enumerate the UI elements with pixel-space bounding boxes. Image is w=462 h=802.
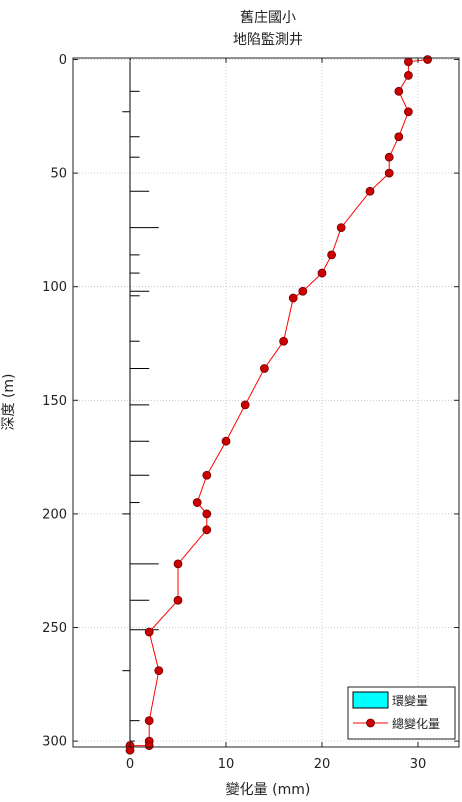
legend-ring-swatch — [352, 691, 389, 709]
x-axis-ticks: 0 10 20 30 — [126, 58, 426, 772]
total-change-point — [423, 55, 433, 64]
legend-ring-label: 環變量 — [392, 693, 428, 708]
x-axis-label: 變化量 (mm) — [226, 782, 311, 798]
x-tick-label: 20 — [314, 757, 331, 772]
total-change-point — [154, 666, 164, 676]
ring-change-bars — [122, 59, 159, 751]
y-tick-label: 150 — [42, 394, 67, 409]
total-change-point — [144, 716, 154, 726]
total-change-point — [192, 498, 202, 507]
total-change-point — [288, 293, 298, 303]
total-change-point — [202, 509, 212, 519]
total-change-point — [173, 595, 183, 605]
y-axis-ticks: 0 50 100 150 200 250 300 — [42, 53, 459, 750]
total-change-point — [327, 250, 337, 260]
legend: 環變量 總變化量 — [347, 686, 456, 740]
y-tick-label: 200 — [42, 507, 67, 522]
y-tick-label: 0 — [59, 53, 67, 68]
total-change-point — [336, 223, 346, 233]
x-tick-label: 0 — [126, 757, 134, 772]
y-tick-label: 250 — [42, 621, 67, 636]
total-change-point — [202, 525, 212, 535]
total-change-point — [298, 286, 308, 296]
legend-total-label: 總變化量 — [392, 716, 440, 731]
total-change-point — [403, 107, 413, 117]
chart-title-line-1: 舊庄國小 — [240, 9, 296, 26]
x-tick-label: 10 — [218, 757, 235, 772]
plot-border — [72, 57, 460, 748]
total-change-point — [259, 364, 269, 373]
plot-area — [73, 58, 459, 747]
total-change-point — [384, 168, 394, 178]
chart-title-line-2: 地陷監測井 — [233, 31, 303, 48]
total-change-point — [394, 132, 404, 142]
total-change-point — [173, 559, 183, 569]
y-tick-label: 300 — [42, 735, 67, 750]
y-tick-label: 100 — [42, 280, 67, 295]
total-change-point — [221, 436, 231, 446]
total-change-points — [125, 55, 433, 755]
y-tick-label: 50 — [50, 167, 67, 182]
total-change-point — [202, 470, 212, 480]
x-tick-label: 30 — [410, 757, 427, 772]
total-change-point — [317, 268, 327, 278]
legend-total-marker — [366, 718, 375, 728]
total-change-point — [144, 627, 154, 637]
total-change-point — [384, 152, 394, 162]
total-change-point — [403, 57, 413, 67]
total-change-point — [365, 186, 375, 196]
total-change-point — [279, 336, 289, 346]
total-change-point — [394, 86, 404, 96]
total-change-point — [144, 741, 154, 751]
y-axis-label: 深度 (m) — [1, 373, 17, 430]
total-change-point — [240, 400, 250, 410]
total-change-point — [403, 71, 413, 80]
